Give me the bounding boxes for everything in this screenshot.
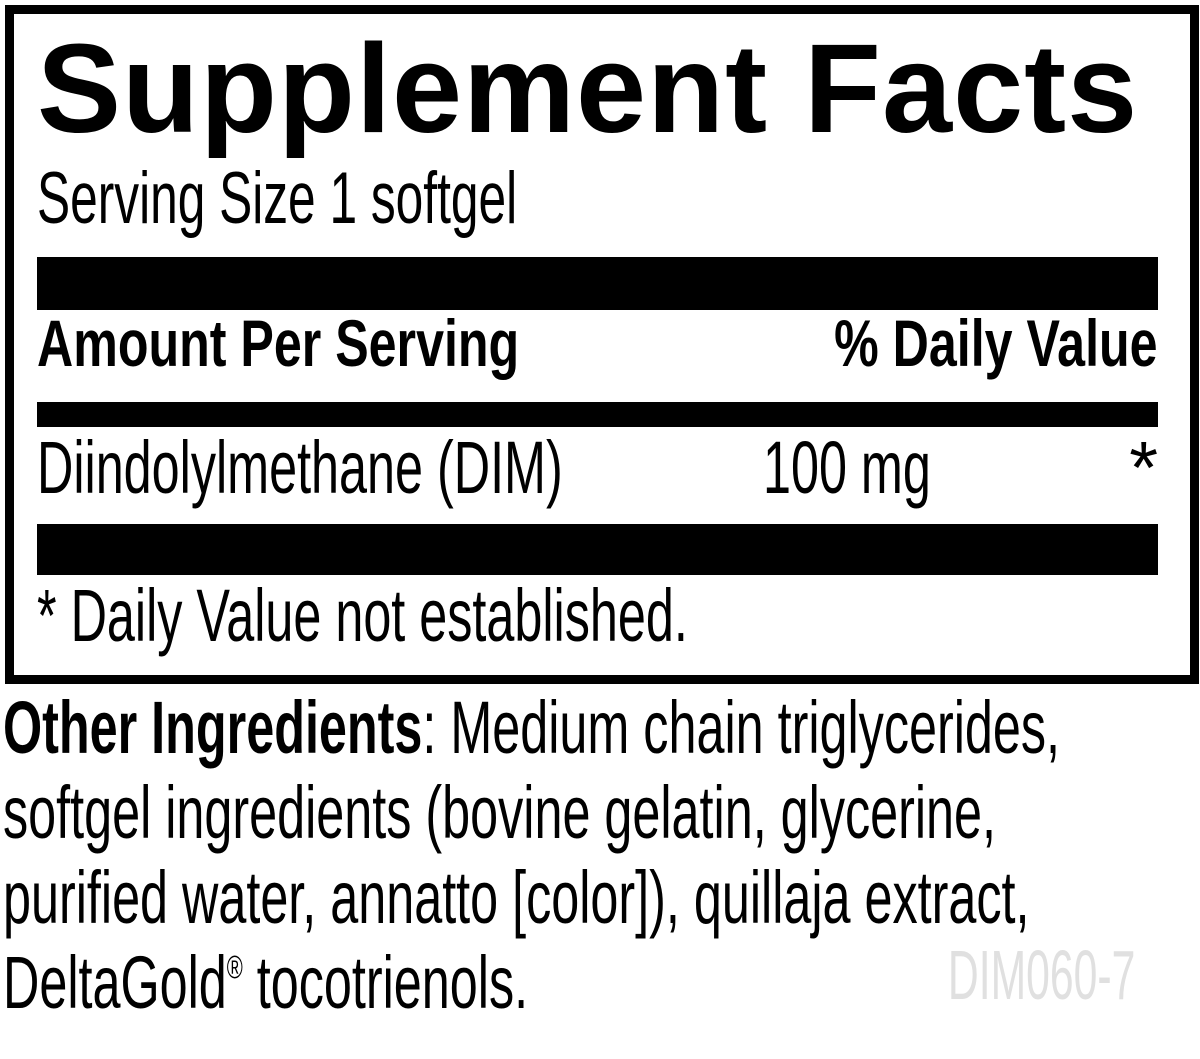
supplement-facts-panel: Supplement Facts Serving Size 1 softgel …: [5, 5, 1199, 684]
ingredient-amount-text: 100 mg: [763, 426, 931, 509]
other-ingredients-line: DeltaGold® tocotrienols.: [3, 940, 1200, 1040]
other-ingredients-line: purified water, annatto [color]), quilla…: [3, 855, 1200, 940]
ingredient-name: Diindolylmethane (DIM): [37, 431, 810, 505]
other-ingredients-line-text: purified water, annatto [color]), quilla…: [3, 856, 1030, 939]
other-ingredients: Other Ingredients: Medium chain triglyce…: [3, 685, 1200, 1040]
serving-size: Serving Size 1 softgel: [37, 162, 1158, 235]
other-ingredients-line-text: softgel ingredients (bovine gelatin, gly…: [3, 771, 997, 854]
daily-value-footnote-text: * Daily Value not established.: [37, 574, 688, 657]
other-ingredients-line-text: DeltaGold® tocotrienols.: [3, 940, 528, 1040]
other-ingredients-line: Other Ingredients: Medium chain triglyce…: [3, 685, 1200, 770]
divider-thick-bottom: [37, 524, 1158, 575]
product-code-text: DIM060-7: [947, 936, 1135, 1014]
ingredient-name-text: Diindolylmethane (DIM): [37, 426, 563, 509]
divider-thin: [37, 402, 1158, 427]
amount-per-serving-header: Amount Per Serving: [37, 306, 520, 380]
daily-value-footnote: * Daily Value not established.: [37, 579, 1158, 653]
panel-title-text: Supplement Facts: [37, 18, 1139, 159]
brand-rest: tocotrienols.: [242, 941, 529, 1024]
percent-daily-value-header: % Daily Value: [834, 306, 1158, 380]
column-header-row: Amount Per Serving % Daily Value: [37, 310, 1158, 376]
other-ingredients-line: softgel ingredients (bovine gelatin, gly…: [3, 770, 1200, 855]
brand-name: DeltaGold: [3, 941, 227, 1024]
panel-title: Supplement Facts: [37, 26, 1158, 152]
ingredient-daily-value: *: [1129, 426, 1158, 509]
other-ingredients-heading: Other Ingredients: [3, 686, 423, 769]
registered-trademark-icon: ®: [226, 948, 243, 985]
ingredient-amount: 100 mg: [763, 431, 1010, 505]
other-ingredients-line-text: Other Ingredients: Medium chain triglyce…: [3, 685, 1060, 770]
product-code: DIM060-7: [828, 940, 1135, 1010]
serving-size-text: Serving Size 1 softgel: [37, 158, 518, 239]
other-ingredients-rest: : Medium chain triglycerides,: [422, 686, 1061, 769]
ingredient-row: Diindolylmethane (DIM) 100 mg *: [37, 431, 1158, 505]
divider-thick-top: [37, 257, 1158, 310]
